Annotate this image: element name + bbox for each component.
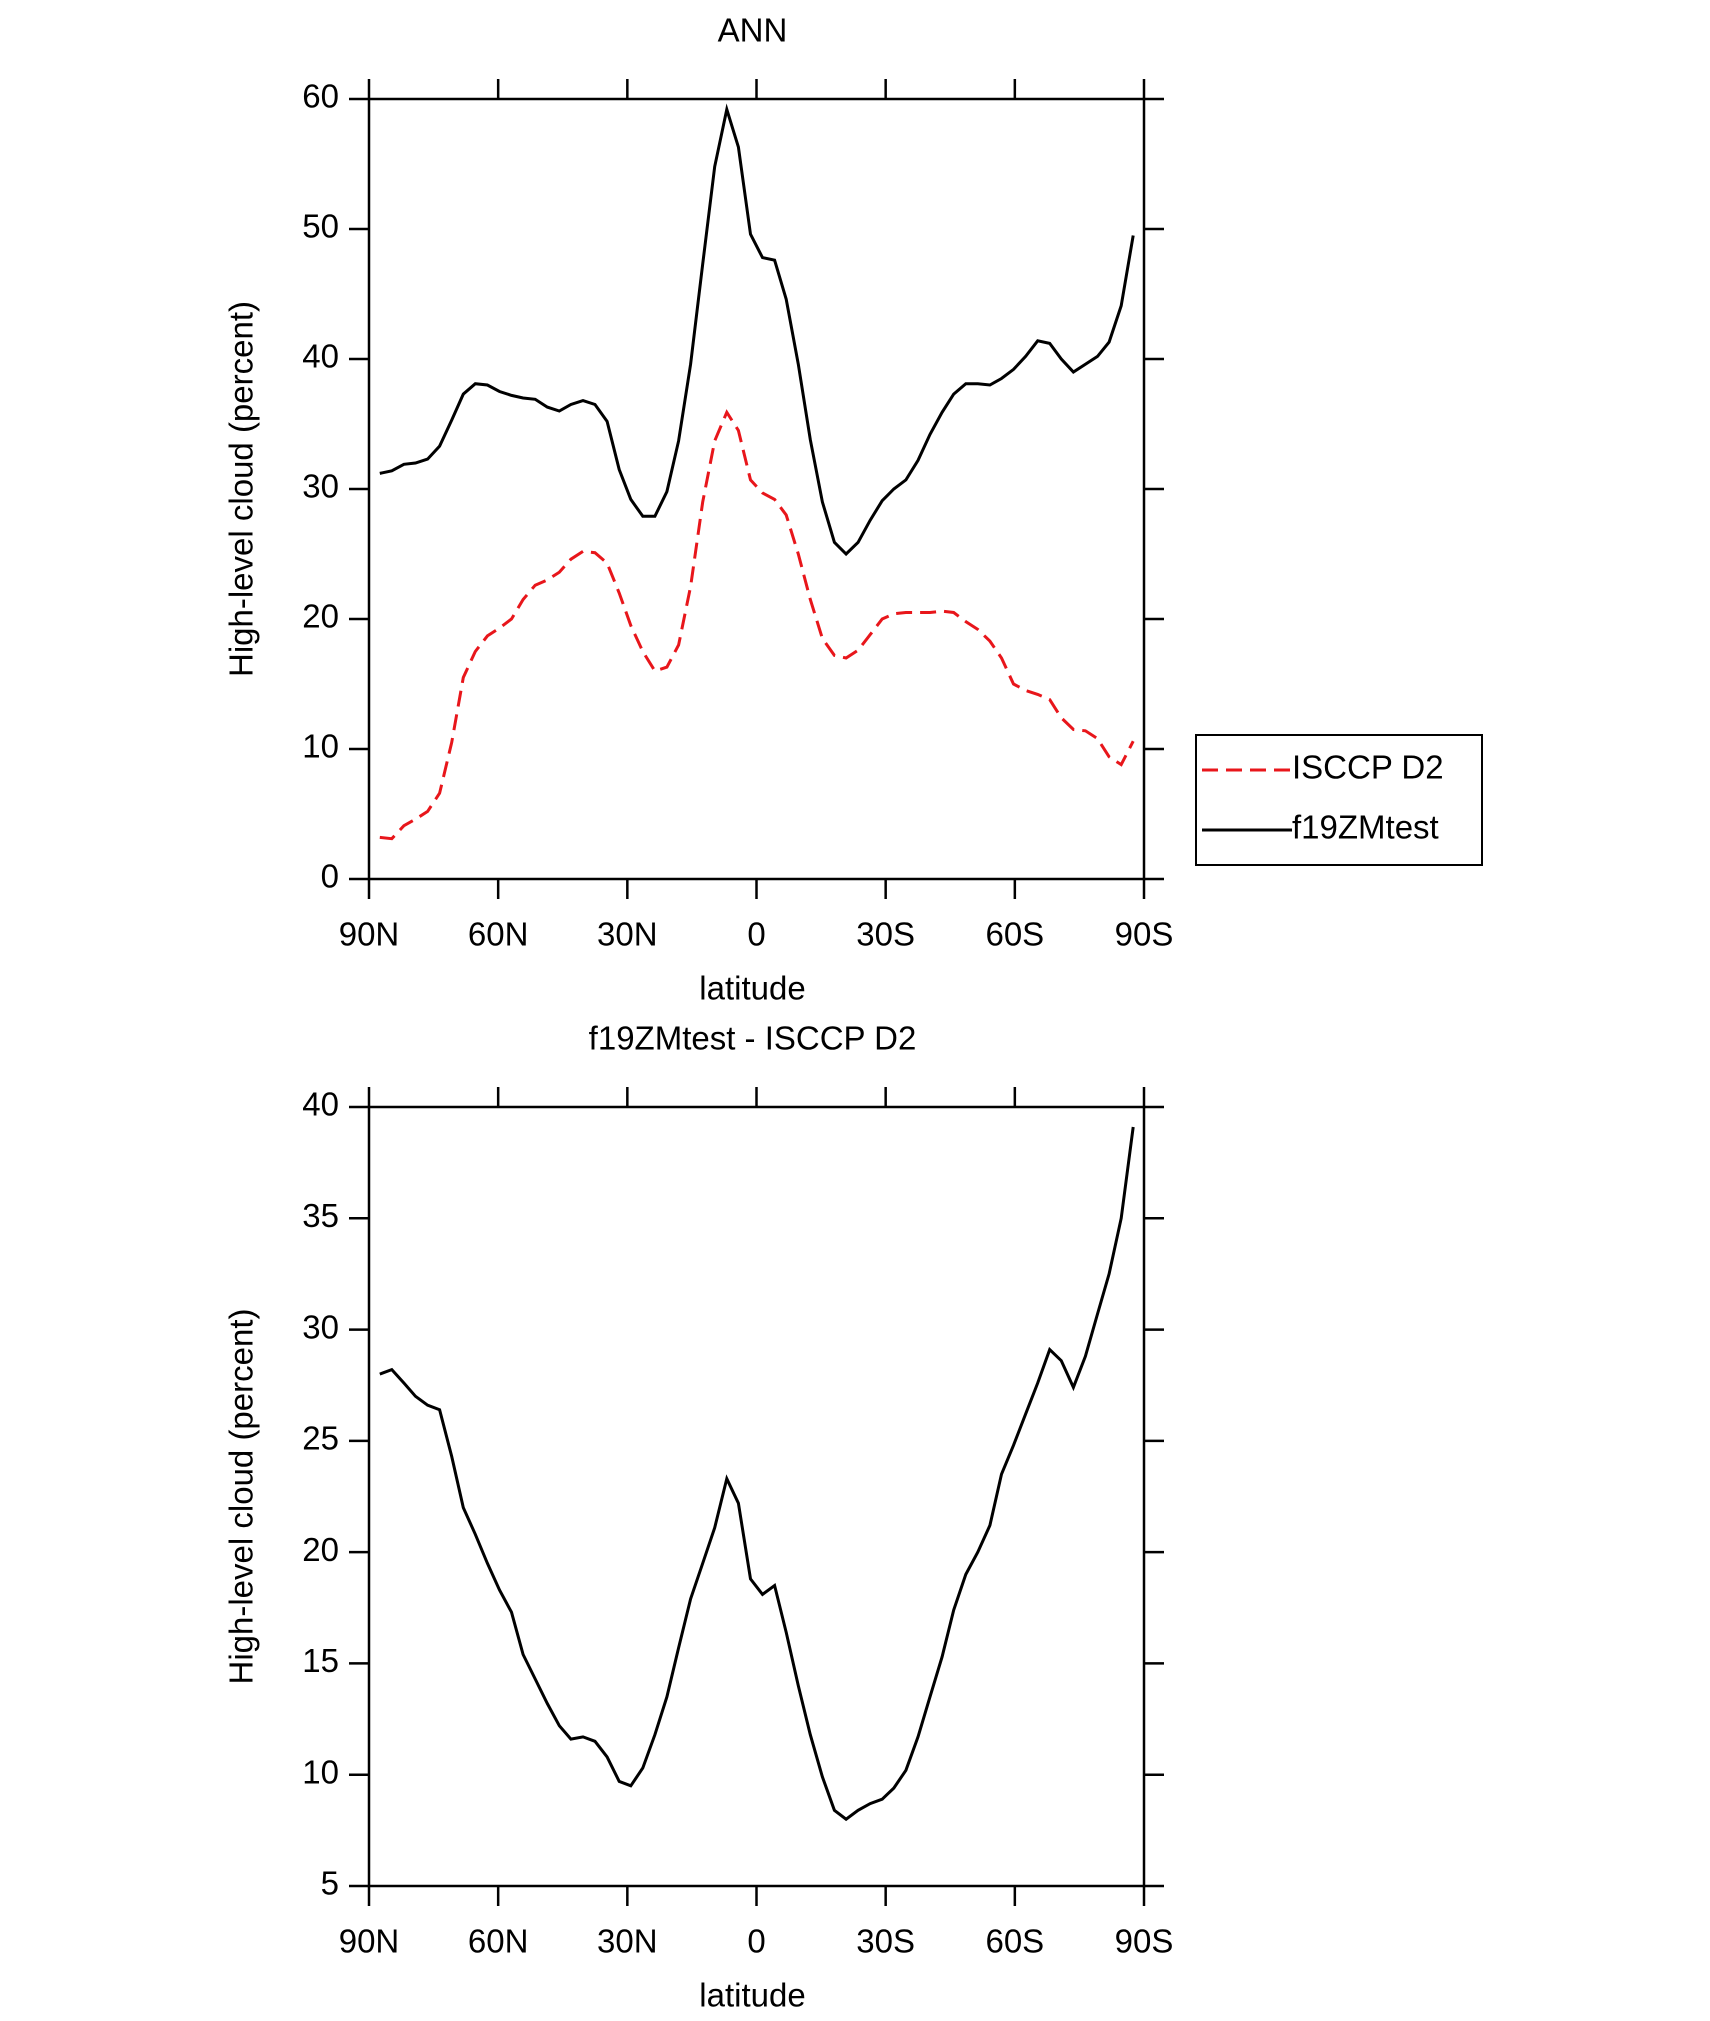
x-axis-label: latitude [699, 970, 805, 1007]
x-tick-label: 30N [597, 1923, 658, 1960]
y-tick-label: 40 [302, 338, 339, 375]
y-tick-label: 20 [302, 1531, 339, 1568]
data-line [379, 1126, 1135, 1822]
x-tick-label: 90S [1115, 916, 1174, 953]
y-tick-label: 10 [302, 728, 339, 765]
chart-title: f19ZMtest - ISCCP D2 [589, 1020, 917, 1057]
x-tick-label: 0 [747, 916, 765, 953]
legend-label: ISCCP D2 [1292, 749, 1444, 786]
y-tick-label: 25 [302, 1420, 339, 1457]
x-tick-label: 60S [985, 1923, 1044, 1960]
x-tick-label: 90N [339, 1923, 400, 1960]
y-tick-label: 40 [302, 1086, 339, 1123]
plot-frame [367, 97, 1146, 881]
y-tick-label: 20 [302, 598, 339, 635]
x-tick-label: 60N [468, 1923, 529, 1960]
y-tick-label: 60 [302, 78, 339, 115]
x-axis-label: latitude [699, 1977, 805, 2014]
x-tick-label: 30N [597, 916, 658, 953]
legend-label: f19ZMtest [1292, 809, 1439, 846]
y-axis-label: High-level cloud (percent) [223, 301, 260, 677]
data-line [379, 409, 1135, 841]
x-tick-label: 0 [747, 1923, 765, 1960]
y-tick-label: 50 [302, 208, 339, 245]
x-tick-label: 90N [339, 916, 400, 953]
legend-box [1195, 734, 1483, 866]
chart: f19ZMtest - ISCCP D2 latitude High-level c… [223, 1020, 1174, 2014]
plot-frame [367, 1105, 1146, 1888]
y-tick-label: 35 [302, 1197, 339, 1234]
x-tick-label: 30S [856, 1923, 915, 1960]
x-tick-label: 60S [985, 916, 1044, 953]
x-tick-label: 60N [468, 916, 529, 953]
data-line [379, 103, 1135, 557]
y-tick-label: 0 [321, 858, 339, 895]
y-tick-label: 30 [302, 1308, 339, 1345]
y-axis-label: High-level cloud (percent) [223, 1308, 260, 1684]
chart: ANN latitude High-level cloud (percent) 0 10… [223, 12, 1483, 1007]
y-tick-label: 5 [321, 1865, 339, 1902]
y-tick-label: 15 [302, 1642, 339, 1679]
y-tick-label: 30 [302, 468, 339, 505]
x-tick-label: 30S [856, 916, 915, 953]
x-tick-label: 90S [1115, 1923, 1174, 1960]
y-tick-label: 10 [302, 1753, 339, 1790]
chart-title: ANN [718, 12, 788, 49]
